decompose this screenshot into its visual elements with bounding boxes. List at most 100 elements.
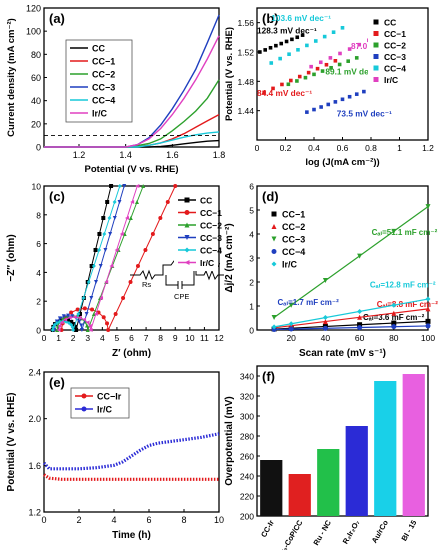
y-tick-label: 1.6: [28, 461, 41, 471]
x-tick-label: 2: [71, 333, 76, 343]
data-point: [124, 216, 129, 220]
data-point: [69, 319, 74, 324]
legend-label: Ir/C: [97, 405, 113, 415]
data-point: [114, 248, 119, 252]
data-point: [300, 33, 305, 37]
y-axis-label: −Z″ (ohm): [6, 234, 17, 281]
data-point: [117, 200, 122, 204]
x-tick-label: 80: [389, 333, 399, 343]
legend-label: Ir/C: [282, 260, 298, 270]
legend-label: Ir/C: [200, 258, 214, 268]
legend-label: CC−3: [384, 52, 406, 62]
y-tick-label: 2: [249, 278, 254, 288]
data-point: [173, 184, 178, 188]
y-tick-label: 6: [249, 182, 254, 192]
data-point: [130, 200, 135, 204]
data-point: [312, 107, 316, 112]
data-point: [288, 302, 294, 308]
data-point: [94, 280, 99, 284]
data-point: [63, 317, 68, 322]
y-tick-label: 40: [31, 96, 41, 106]
data-point: [112, 216, 117, 220]
legend-marker: [271, 224, 277, 229]
data-point: [288, 321, 294, 327]
x-tick-label: 8: [181, 515, 186, 525]
legend-label: Ir/C: [92, 109, 108, 119]
data-point: [109, 264, 114, 268]
x-tick-label: 1.6: [166, 150, 179, 160]
x-tick-label: 1.2: [422, 143, 434, 153]
data-point: [165, 200, 170, 204]
data-point: [322, 315, 328, 321]
data-point: [56, 328, 61, 332]
data-point: [284, 39, 289, 44]
x-tick-label: 40: [321, 333, 331, 343]
y-tick-label: 1.44: [237, 106, 254, 116]
y-tick-label: 2: [36, 297, 41, 307]
data-point: [108, 232, 113, 236]
data-point: [357, 309, 363, 315]
y-tick-label: 3: [249, 254, 254, 264]
data-point: [74, 328, 79, 332]
data-point: [329, 65, 333, 70]
legend-marker: [184, 247, 190, 253]
x-tick-label: 1.4: [119, 150, 132, 160]
legend-box: [368, 14, 420, 87]
legend-marker: [271, 211, 277, 217]
data-point: [309, 64, 313, 69]
y-tick-label: 0: [36, 143, 41, 153]
series-line: [43, 473, 219, 481]
panel-b: 0 0.2 0.4 0.6 0.8 1 1.2 1.44 1.48 1.52 1.56 log (J(…: [224, 7, 434, 168]
data-point: [354, 56, 359, 60]
data-point: [296, 48, 300, 52]
y-tick-label: 1.2: [28, 508, 41, 518]
data-point: [101, 216, 106, 220]
data-point: [357, 253, 363, 259]
y-tick-label: 260: [240, 452, 254, 462]
x-axis-label: Time (h): [112, 530, 151, 541]
slope-annotation: 84.4 mV dec⁻¹: [257, 88, 312, 98]
legend-label: CC−Ir: [97, 392, 122, 402]
fit-line: [273, 206, 429, 319]
fit-line: [273, 298, 429, 328]
y-tick-label: 320: [240, 392, 254, 402]
category-label: Ru - NC: [311, 518, 333, 547]
data-point: [69, 310, 74, 315]
legend-marker: [184, 235, 190, 240]
data-point: [122, 184, 127, 188]
data-point: [322, 278, 328, 284]
x-tick-label: 0: [41, 515, 46, 525]
data-point: [425, 323, 431, 329]
x-tick-label: 7: [144, 333, 149, 343]
data-point: [391, 324, 397, 330]
data-point: [105, 200, 110, 204]
data-point: [143, 248, 148, 252]
data-point: [87, 323, 92, 328]
inset-circuit-cpe: [165, 271, 195, 289]
y-tick-label: 2.0: [28, 414, 41, 424]
slope-annotation: 128.3 mV dec⁻¹: [257, 26, 317, 36]
data-point: [303, 75, 308, 80]
panel-d: 20 40 60 80 100 0 1 2 3 4 5 6 Scan rate (mV s⁻¹) Δj/2…: [224, 182, 438, 360]
category-label: BI - 15: [399, 519, 418, 543]
y-tick-label: 340: [240, 372, 254, 382]
plot-frame: [43, 371, 220, 513]
x-tick-label: 12: [214, 333, 224, 343]
data-point: [135, 184, 140, 188]
data-point: [113, 312, 118, 316]
legend-label: CC−4: [384, 64, 406, 74]
data-point: [103, 248, 108, 252]
data-point: [391, 228, 397, 234]
slope-annotation: 73.5 mV dec⁻¹: [337, 109, 392, 119]
data-point: [135, 264, 140, 268]
fit-line: [274, 320, 429, 330]
y-tick-label: 100: [26, 27, 41, 37]
panel-label: (a): [49, 11, 65, 26]
legend-label: CC−3: [282, 235, 305, 245]
data-point: [66, 321, 71, 326]
data-point: [357, 314, 363, 320]
data-point: [425, 306, 431, 312]
data-point: [322, 34, 327, 39]
data-point: [93, 312, 98, 316]
